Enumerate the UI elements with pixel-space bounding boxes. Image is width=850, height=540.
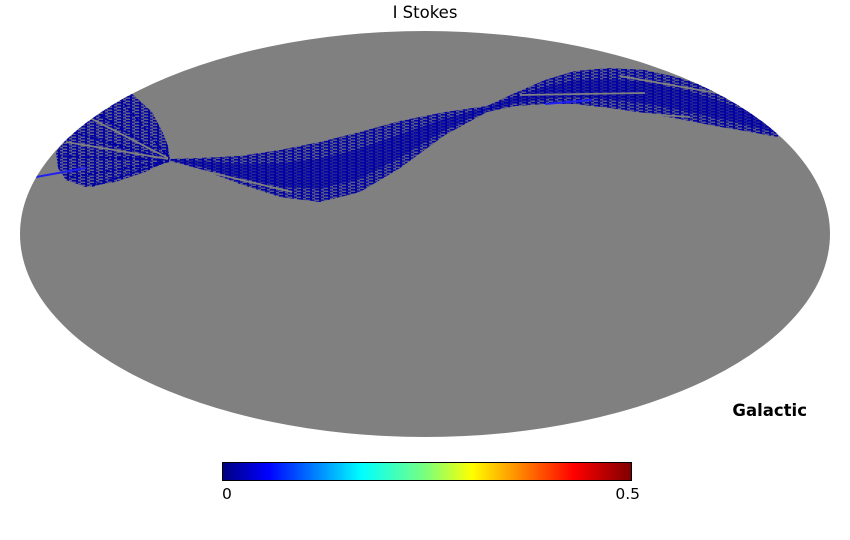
gray-streak [182, 165, 293, 193]
gray-streak [65, 141, 169, 160]
scan-fan-ray [71, 131, 170, 161]
scan-fan-ray [94, 111, 170, 160]
colorbar [222, 462, 632, 481]
scan-band-group [35, 68, 778, 202]
scan-fan-ray [57, 155, 170, 161]
sky-background-ellipse [20, 31, 830, 437]
scan-fan-ray [65, 160, 170, 179]
coordinate-system-label: Galactic [732, 401, 807, 420]
sky-map [20, 31, 830, 437]
scan-fan-ray [91, 160, 170, 187]
gray-streak [519, 92, 646, 96]
colorbar-labels: 0 0.5 [222, 484, 640, 504]
scan-fan-ray [117, 95, 170, 159]
gray-streak [89, 117, 169, 159]
bright-scan-line [35, 167, 87, 178]
colorbar-min-label: 0 [222, 485, 232, 503]
gray-streak [619, 75, 723, 95]
scan-fan-texture [56, 92, 170, 187]
plot-title: I Stokes [392, 3, 458, 22]
colorbar-max-label: 0.5 [615, 485, 640, 503]
scan-band-core [170, 79, 778, 189]
gray-streak [559, 107, 691, 118]
bright-scan-line [544, 99, 593, 105]
